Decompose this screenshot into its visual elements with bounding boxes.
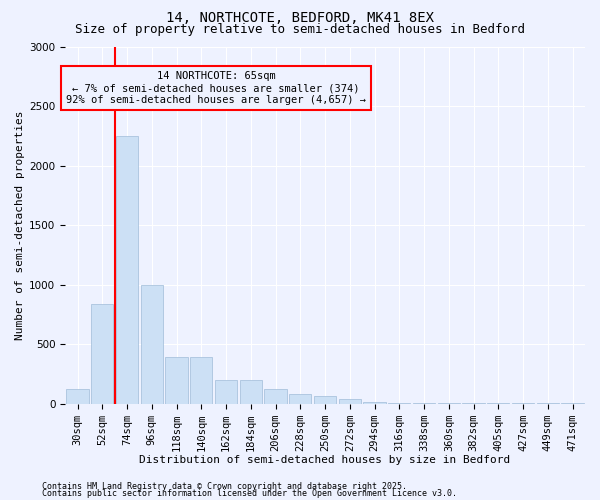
Bar <box>388 403 410 404</box>
Bar <box>91 304 113 404</box>
Bar <box>215 380 237 404</box>
Text: 14 NORTHCOTE: 65sqm
← 7% of semi-detached houses are smaller (374)
92% of semi-d: 14 NORTHCOTE: 65sqm ← 7% of semi-detache… <box>66 72 366 104</box>
X-axis label: Distribution of semi-detached houses by size in Bedford: Distribution of semi-detached houses by … <box>139 455 511 465</box>
Bar <box>265 390 287 404</box>
Bar <box>338 399 361 404</box>
Y-axis label: Number of semi-detached properties: Number of semi-detached properties <box>15 110 25 340</box>
Bar <box>314 396 336 404</box>
Text: 14, NORTHCOTE, BEDFORD, MK41 8EX: 14, NORTHCOTE, BEDFORD, MK41 8EX <box>166 11 434 25</box>
Bar <box>67 390 89 404</box>
Bar <box>190 357 212 404</box>
Text: Contains HM Land Registry data © Crown copyright and database right 2025.: Contains HM Land Registry data © Crown c… <box>42 482 407 491</box>
Bar <box>364 402 386 404</box>
Bar <box>239 380 262 404</box>
Text: Contains public sector information licensed under the Open Government Licence v3: Contains public sector information licen… <box>42 490 457 498</box>
Bar <box>289 394 311 404</box>
Bar <box>166 357 188 404</box>
Text: Size of property relative to semi-detached houses in Bedford: Size of property relative to semi-detach… <box>75 22 525 36</box>
Bar <box>116 136 138 404</box>
Bar <box>140 284 163 404</box>
